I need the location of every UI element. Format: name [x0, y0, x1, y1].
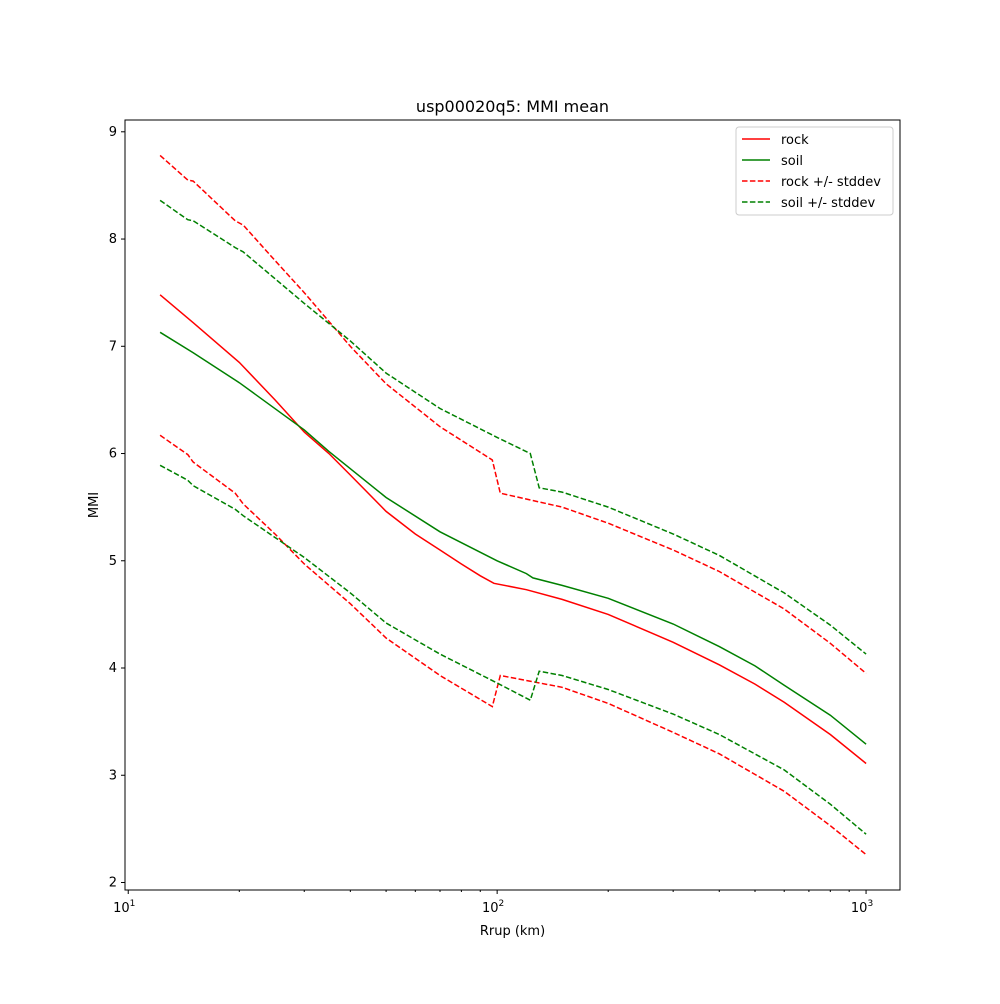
x-tick-label: 102: [482, 899, 504, 916]
y-tick-label: 8: [109, 232, 117, 247]
y-tick-label: 2: [109, 875, 117, 890]
x-tick-label: 101: [113, 899, 135, 916]
legend: rock soil rock +/- stddev soil +/- stddev: [735, 126, 894, 216]
x-tick-exponent: 1: [130, 899, 136, 909]
plot-lines: [159, 154, 867, 856]
series-line-soil-stddev: [159, 199, 867, 655]
series-line-rock: [159, 294, 867, 765]
y-axis-label: MMI: [87, 492, 102, 518]
axis-ticks: 2 3 4 5 6 7 8 9 101 102 103: [109, 125, 873, 916]
chart-title: usp00020q5: MMI mean: [416, 97, 609, 116]
y-tick-label: 4: [109, 661, 117, 676]
y-tick-label: 7: [109, 339, 117, 354]
legend-label: rock +/- stddev: [781, 175, 881, 190]
x-tick-exponent: 2: [499, 899, 505, 909]
series-line-soil: [159, 331, 867, 745]
y-tick-label: 3: [109, 768, 117, 783]
x-tick-exponent: 3: [867, 899, 873, 909]
series-line-rock-stddev: [159, 434, 867, 856]
legend-label: soil +/- stddev: [781, 196, 876, 211]
y-tick-label: 5: [109, 554, 117, 569]
x-tick-label: 103: [851, 899, 873, 916]
y-tick-label: 6: [109, 447, 117, 462]
legend-box: [735, 126, 894, 216]
series-line-rock-stddev: [159, 154, 867, 674]
legend-label: rock: [781, 133, 809, 148]
legend-label: soil: [781, 154, 803, 169]
plot-frame: [124, 119, 901, 891]
x-axis-label: Rrup (km): [480, 924, 545, 939]
series-line-soil-stddev: [159, 464, 867, 835]
y-tick-label: 9: [109, 125, 117, 140]
